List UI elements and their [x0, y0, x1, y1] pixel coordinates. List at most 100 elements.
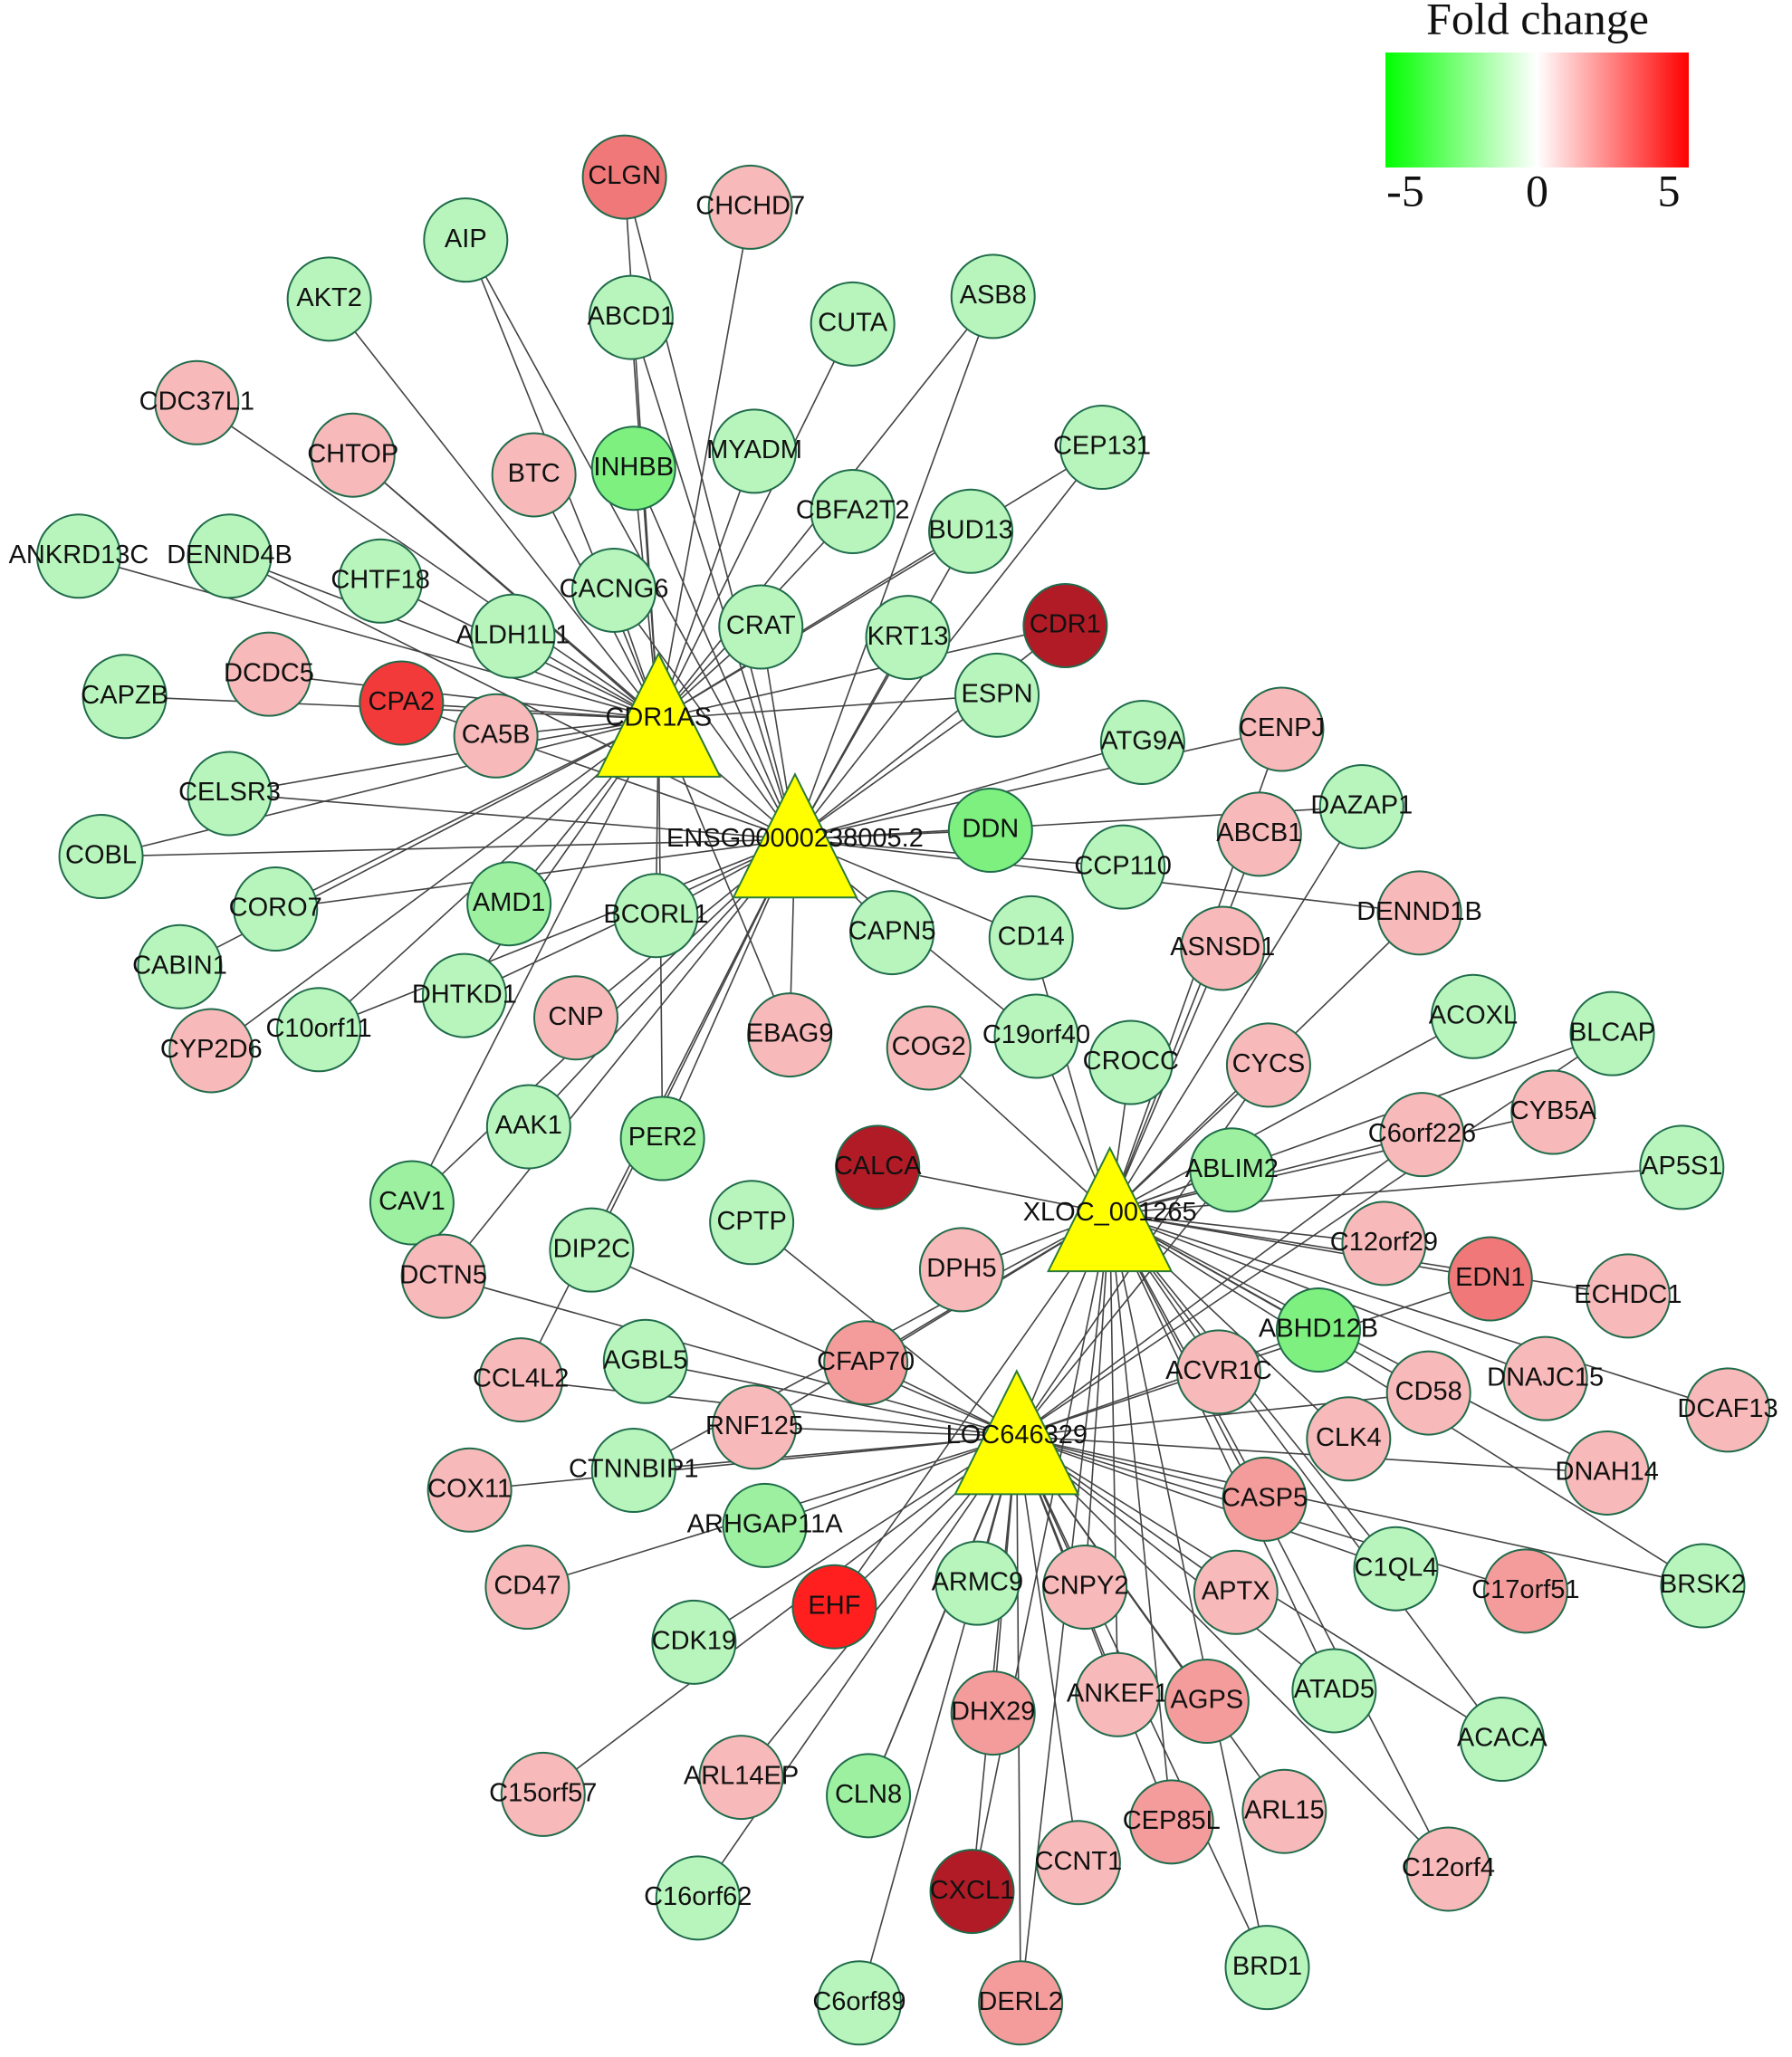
edge — [1016, 1134, 1423, 1438]
gene-label: BRD1 — [1232, 1952, 1302, 1981]
gene-label: CLK4 — [1316, 1423, 1382, 1452]
edge — [352, 454, 796, 840]
gene-label: C17orf51 — [1471, 1575, 1579, 1604]
gene-label: COX11 — [427, 1474, 512, 1503]
edge — [697, 1435, 1018, 1899]
legend-tick-label: 0 — [1526, 165, 1548, 215]
edge — [1109, 1212, 1490, 1280]
gene-node — [1569, 990, 1655, 1076]
gene-label: CHTF18 — [331, 565, 430, 594]
edge — [657, 531, 972, 720]
gene-label: BTC — [508, 459, 561, 488]
legend-title: Fold change — [1426, 0, 1649, 43]
gene-node — [619, 1095, 705, 1182]
gene-node — [359, 660, 445, 746]
gene-node — [423, 197, 509, 283]
gene-node — [1193, 1549, 1279, 1635]
edge — [268, 673, 659, 720]
gene-node — [478, 1337, 564, 1423]
gene-label: ASNSD1 — [1170, 933, 1275, 962]
gene-label: PER2 — [628, 1123, 697, 1152]
gene-node — [1059, 405, 1145, 491]
gene-node — [810, 469, 896, 555]
gene-label: CD14 — [998, 923, 1065, 952]
gene-label: ARMC9 — [932, 1567, 1024, 1596]
gene-node — [1080, 824, 1166, 910]
hub-node — [595, 651, 722, 778]
gene-node — [993, 993, 1079, 1079]
gene-label: C10orf11 — [265, 1014, 371, 1043]
edge — [591, 1249, 1018, 1438]
edge — [329, 298, 659, 720]
gene-label: DIP2C — [553, 1234, 630, 1263]
gene-label: AKT2 — [296, 283, 362, 312]
gene-node — [1180, 905, 1266, 991]
edge — [78, 555, 659, 720]
gene-label: DDN — [962, 815, 1019, 844]
gene-label: ATG9A — [1100, 727, 1185, 756]
edge — [1108, 1212, 1269, 1968]
edge — [210, 718, 659, 1052]
gene-node — [58, 814, 144, 900]
gene-node — [1379, 1092, 1465, 1178]
edge — [1108, 834, 1260, 1214]
gene-label: DENND1B — [1356, 897, 1482, 926]
gene-label: DAZAP1 — [1310, 791, 1413, 820]
edge — [1016, 1436, 1173, 1823]
legend-tick-label: -5 — [1386, 165, 1424, 215]
gene-label: DCDC5 — [224, 658, 314, 687]
edge — [1030, 937, 1111, 1214]
gene-node — [1459, 1697, 1545, 1783]
gene-label: DHTKD1 — [412, 980, 517, 1009]
gene-node — [233, 866, 319, 952]
edge — [971, 1212, 1111, 1892]
gene-label: COBL — [65, 841, 137, 870]
gene-label: ACACA — [1457, 1724, 1548, 1753]
edge — [542, 1435, 1018, 1795]
gene-node — [484, 1544, 570, 1630]
gene-label: KRT13 — [867, 622, 949, 651]
gene-node — [934, 1540, 1021, 1626]
gene-label: CDK19 — [652, 1626, 737, 1655]
gene-node — [1318, 763, 1404, 849]
gene-label: EDN1 — [1455, 1263, 1525, 1292]
gene-node — [453, 693, 539, 779]
gene-node — [950, 254, 1036, 340]
gene-node — [613, 873, 699, 959]
gene-label: APTX — [1202, 1576, 1270, 1605]
gene-label: ECHDC1 — [1574, 1280, 1682, 1309]
gene-label: C6orf89 — [812, 1987, 906, 2016]
gene-label: CRAT — [726, 611, 796, 640]
gene-node — [1660, 1543, 1746, 1629]
gene-node — [1216, 791, 1302, 877]
gene-label: BRSK2 — [1660, 1570, 1746, 1599]
gene-node — [1222, 1456, 1308, 1542]
gene-label: CEP85L — [1123, 1806, 1221, 1835]
gene-node — [588, 274, 674, 360]
edge — [411, 718, 659, 1203]
gene-node — [849, 890, 935, 976]
gene-label: CLGN — [588, 161, 661, 190]
gene-node — [918, 1227, 1004, 1313]
gene-node — [651, 1599, 737, 1685]
gene-node — [1164, 1659, 1250, 1745]
gene-node — [187, 513, 273, 599]
gene-node — [187, 751, 273, 837]
gene-label: CAPN5 — [848, 917, 936, 946]
gene-node — [810, 281, 896, 367]
gene-label: C19orf40 — [982, 1020, 1090, 1049]
gene-node — [1585, 1253, 1671, 1339]
gene-label: CNP — [548, 1002, 603, 1031]
gene-node — [1175, 1329, 1261, 1415]
edge — [867, 1212, 1111, 1796]
gene-node — [421, 952, 507, 1038]
gene-label: CELSR3 — [178, 778, 281, 807]
hub-node — [732, 771, 858, 899]
gene-label: CYCS — [1232, 1049, 1306, 1078]
edge — [833, 1212, 1111, 1608]
gene-label: CCP110 — [1074, 851, 1171, 880]
edge — [1016, 1435, 1703, 1587]
gene-node — [1510, 1069, 1596, 1155]
gene-node — [466, 861, 552, 947]
gene-node — [369, 1160, 455, 1246]
